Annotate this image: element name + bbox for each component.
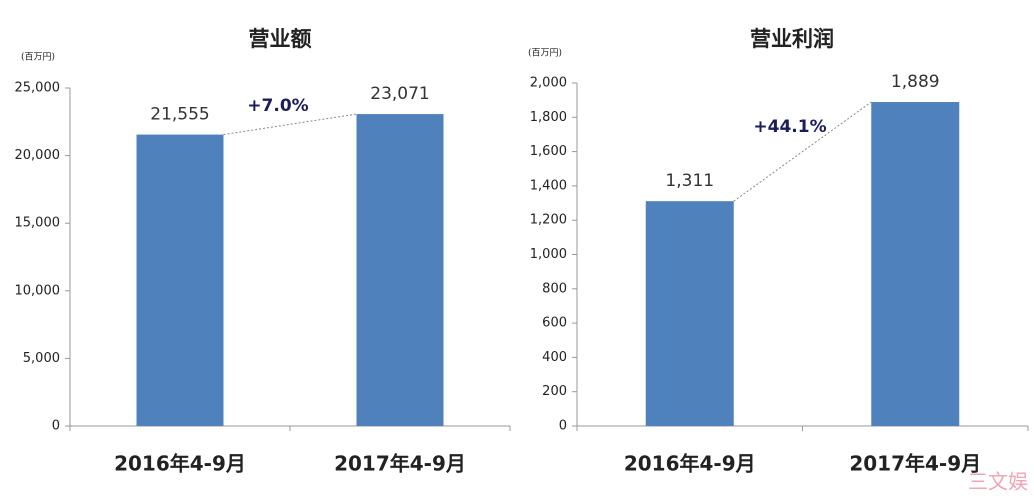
y-tick-label: 200 [542,384,567,399]
bar [645,201,734,426]
y-tick-label: 25,000 [15,81,61,96]
growth-annotation: +7.0% [247,96,308,116]
growth-annotation: +44.1% [753,117,826,137]
value-label: 23,071 [370,84,429,104]
bar [136,134,224,426]
y-tick-label: 15,000 [15,216,61,231]
value-label: 1,889 [891,72,940,92]
y-tick-label: 400 [542,350,567,365]
growth-connector [733,101,872,202]
value-label: 1,311 [665,171,714,191]
x-tick-label: 2017年4-9月 [334,452,466,476]
y-tick-label: 20,000 [15,148,61,163]
y-tick-label: 2,000 [530,76,567,91]
bar [356,114,444,426]
watermark: 三文娱 [968,470,1028,494]
x-tick-label: 2016年4-9月 [114,452,246,476]
y-tick-label: 1,800 [530,110,567,125]
y-tick-label: 600 [542,316,567,331]
x-tick-label: 2016年4-9月 [624,452,756,476]
y-tick-label: 1,600 [530,144,567,159]
y-tick-label: 0 [559,419,567,434]
value-label: 21,555 [150,105,209,125]
growth-connector [223,113,357,136]
unit-label: (百万円) [21,52,55,63]
chart-title: 营业利润 [750,27,834,51]
y-tick-label: 800 [542,281,567,296]
y-tick-label: 1,200 [530,213,567,228]
x-tick-label: 2017年4-9月 [849,452,981,476]
y-tick-label: 1,400 [530,178,567,193]
y-tick-label: 5,000 [23,351,60,366]
y-tick-label: 10,000 [15,283,61,298]
y-tick-label: 1,000 [530,247,567,262]
bar [871,102,960,426]
unit-label: (百万円) [528,48,562,59]
chart-title: 营业额 [249,27,312,51]
y-tick-label: 0 [52,419,60,434]
